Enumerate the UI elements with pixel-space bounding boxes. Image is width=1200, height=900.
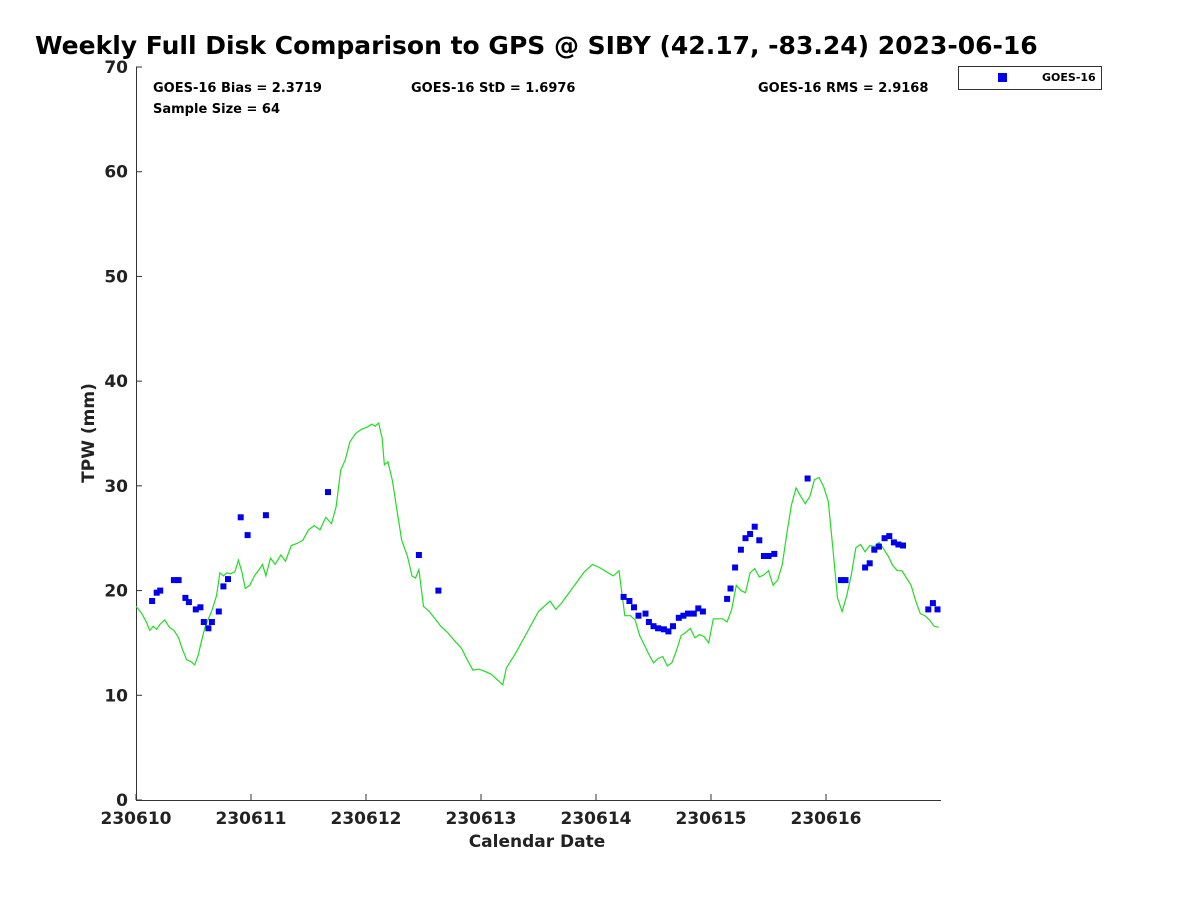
goes16-point <box>244 532 251 539</box>
goes16-point <box>900 542 906 549</box>
goes16-point <box>200 619 207 625</box>
goes16-point <box>862 564 869 571</box>
x-tick-label: 230614 <box>561 809 632 829</box>
goes16-point <box>153 589 160 596</box>
goes16-point <box>225 576 231 583</box>
goes16-point <box>690 610 697 617</box>
x-tick-label: 230612 <box>331 809 402 829</box>
goes16-point <box>699 608 706 615</box>
goes16-point <box>881 535 888 542</box>
x-tick-label: 230615 <box>676 809 747 829</box>
goes16-point <box>660 626 667 633</box>
goes16-point <box>675 614 682 621</box>
goes16-point <box>837 577 844 584</box>
goes16-point <box>175 577 182 584</box>
goes16-point <box>751 523 758 530</box>
stat-sample-size: Sample Size = 64 <box>153 102 280 117</box>
goes16-point <box>866 560 873 567</box>
goes16-point <box>635 612 642 619</box>
goes16-point <box>655 625 662 632</box>
goes16-point <box>756 537 763 544</box>
y-tick-label: 70 <box>104 58 128 78</box>
goes16-point <box>620 593 627 600</box>
goes16-point <box>842 577 849 584</box>
goes16-point <box>670 623 676 630</box>
goes16-point <box>642 610 649 617</box>
y-tick-label: 30 <box>104 477 128 497</box>
goes16-point <box>192 606 199 613</box>
goes16-point <box>871 546 878 553</box>
goes16-point <box>685 610 691 617</box>
x-tick-label: 230610 <box>101 809 172 829</box>
y-ticks: 0 10 20 30 40 50 60 70 <box>104 58 142 811</box>
goes16-point <box>724 595 731 602</box>
x-tick-label: 230611 <box>216 809 287 829</box>
goes16-point <box>170 577 177 584</box>
stat-std: GOES-16 StD = 1.6976 <box>411 81 575 96</box>
legend-marker-goes16 <box>998 73 1007 82</box>
stat-bias: GOES-16 Bias = 2.3719 <box>153 81 322 96</box>
goes16-point <box>208 619 215 625</box>
goes16-point <box>760 553 767 559</box>
x-axis-label: Calendar Date <box>469 832 606 852</box>
goes16-point <box>415 552 422 558</box>
goes16-point <box>929 600 936 607</box>
goes16-point <box>925 606 932 613</box>
goes16-point <box>157 587 164 594</box>
goes16-point <box>650 623 657 630</box>
y-tick-label: 60 <box>104 163 128 183</box>
goes16-point <box>185 599 192 606</box>
goes16-point <box>737 546 744 553</box>
goes16-point <box>804 475 811 482</box>
goes16-point <box>197 604 204 611</box>
x-ticks: 230610 230611 230612 230613 230614 230615 2306… <box>101 794 862 829</box>
goes16-point <box>680 612 687 619</box>
goes16-point <box>875 543 882 550</box>
goes16-point <box>771 550 778 557</box>
legend: GOES-16 <box>958 66 1102 90</box>
goes16-point <box>262 512 269 519</box>
goes16-point <box>665 628 672 635</box>
stat-rms: GOES-16 RMS = 2.9168 <box>758 81 928 96</box>
gps-series-line <box>135 421 939 686</box>
goes16-point <box>149 598 156 604</box>
y-tick-label: 0 <box>116 791 128 811</box>
goes16-point <box>890 539 897 546</box>
goes16-point <box>895 541 902 548</box>
goes16-point <box>325 489 331 496</box>
chart-title: Weekly Full Disk Comparison to GPS @ SIB… <box>35 31 1038 60</box>
plot-area <box>136 67 941 800</box>
goes16-point <box>742 535 749 542</box>
goes16-point <box>645 619 652 625</box>
y-tick-label: 40 <box>104 372 128 392</box>
y-tick-label: 50 <box>104 267 128 287</box>
legend-box <box>958 66 1102 90</box>
goes16-point <box>435 587 442 594</box>
legend-label-goes16: GOES-16 <box>1042 71 1096 84</box>
goes16-point <box>747 531 754 537</box>
x-tick-label: 230616 <box>791 809 862 829</box>
goes16-point <box>727 585 734 592</box>
goes16-point <box>626 598 633 604</box>
goes16-point <box>934 606 941 613</box>
goes16-point <box>220 583 227 590</box>
goes16-point <box>732 564 739 571</box>
y-axis-label: TPW (mm) <box>79 383 99 483</box>
goes-series-points <box>149 475 941 635</box>
goes16-point <box>182 594 189 601</box>
goes16-point <box>237 514 244 521</box>
x-tick-label: 230613 <box>446 809 517 829</box>
goes16-point <box>695 605 702 612</box>
y-tick-label: 10 <box>104 686 128 706</box>
goes16-point <box>215 608 222 615</box>
goes16-point <box>631 604 637 611</box>
y-tick-label: 20 <box>104 582 128 602</box>
goes16-point <box>205 625 212 632</box>
goes16-point <box>886 533 893 540</box>
goes16-point <box>765 553 772 559</box>
